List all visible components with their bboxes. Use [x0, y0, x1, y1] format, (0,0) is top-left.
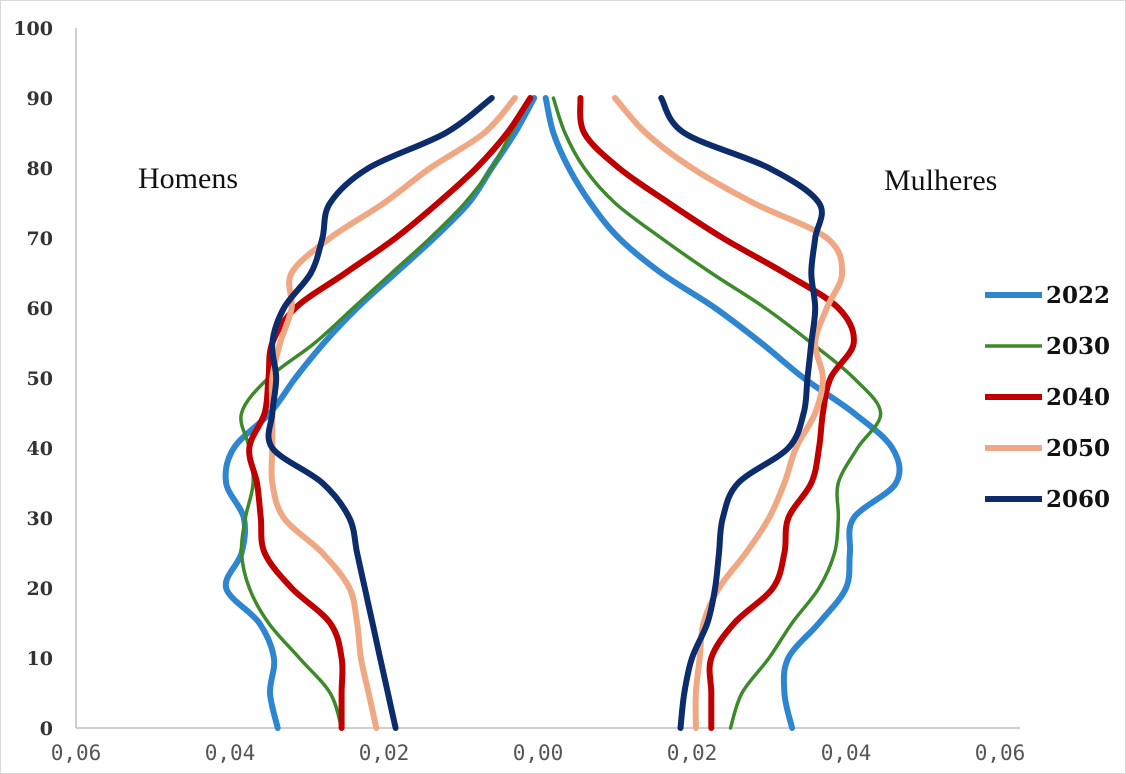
series-line-women-2040 — [577, 95, 857, 731]
annotation-women: Mulheres — [884, 164, 997, 197]
series-line-women-2050 — [612, 95, 846, 731]
series-line-men-2060 — [265, 95, 495, 731]
y-tick-label: 10 — [27, 648, 53, 670]
x-tick-label: 0,04 — [205, 741, 256, 765]
legend-label-2030: 2030 — [1046, 333, 1110, 360]
y-tick-label: 40 — [27, 438, 53, 460]
y-tick-label: 90 — [27, 88, 53, 110]
x-tick-labels: 0,06 0,04 0,02 0,00 0,02 0,04 0,06 — [51, 741, 1026, 765]
x-tick-label: 0,06 — [51, 741, 102, 765]
x-tick-label: 0,04 — [821, 741, 872, 765]
y-tick-labels: 0 10 20 30 40 50 60 70 80 90 100 — [13, 18, 53, 740]
y-tick-label: 80 — [27, 158, 53, 180]
series-line-women-2022 — [542, 95, 903, 731]
legend-label-2050: 2050 — [1046, 435, 1110, 462]
y-tick-label: 100 — [13, 18, 53, 40]
legend-label-2040: 2040 — [1046, 384, 1110, 411]
x-tick-label: 0,06 — [975, 741, 1026, 765]
series-line-women-2060 — [658, 95, 825, 731]
series-line-women-2030 — [551, 96, 883, 730]
series-line-men-2040 — [246, 95, 534, 731]
y-tick-label: 30 — [27, 508, 53, 530]
legend: 2022 2030 2040 2050 2060 — [985, 282, 1110, 513]
y-tick-label: 0 — [40, 718, 53, 740]
series-line-men-2030 — [239, 96, 533, 730]
y-tick-label: 60 — [27, 298, 53, 320]
x-tick-label: 0,02 — [667, 741, 718, 765]
legend-label-2022: 2022 — [1046, 282, 1110, 309]
x-tick-label: 0,00 — [513, 741, 564, 765]
y-tick-label: 50 — [27, 368, 53, 390]
legend-label-2060: 2060 — [1046, 486, 1110, 513]
annotation-men: Homens — [138, 162, 238, 195]
y-tick-label: 70 — [27, 228, 53, 250]
axes — [75, 28, 1020, 729]
x-tick-label: 0,02 — [359, 741, 410, 765]
series-lines — [222, 95, 903, 731]
y-tick-label: 20 — [27, 578, 53, 600]
